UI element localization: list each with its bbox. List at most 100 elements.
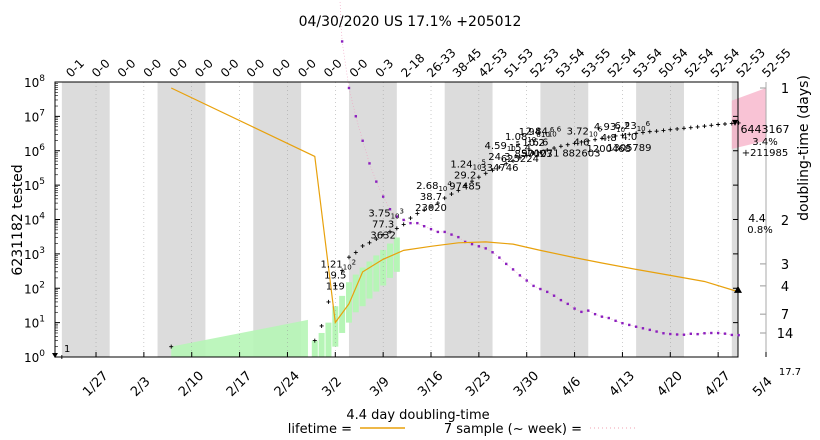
tested-point (483, 171, 488, 176)
seven-point (682, 333, 686, 336)
doubling-pct: 0.8% (747, 225, 772, 236)
tested-point (490, 168, 495, 173)
seven-point (470, 242, 474, 246)
seven-point (703, 332, 706, 335)
annotation-pct: 19.5 (324, 271, 346, 282)
tested-point (654, 129, 659, 134)
x-tick-label: 3/16 (415, 369, 446, 400)
tested-point (593, 137, 598, 142)
annotation-pct: 38.7 (420, 192, 442, 203)
tested-point (634, 131, 639, 136)
seven-point (368, 162, 371, 165)
top-label: 0-0 (244, 56, 268, 80)
seven-point (607, 316, 610, 320)
tested-point (579, 139, 584, 144)
y-tick-exp: 5 (39, 177, 45, 187)
right-delta: +211985 (742, 148, 789, 159)
tested-point (681, 126, 686, 131)
annotation-value: 23020 (415, 203, 447, 214)
positive-band (318, 332, 325, 357)
top-label: 0-0 (89, 56, 113, 80)
seven-point (375, 180, 378, 183)
tested-point (456, 188, 461, 193)
y-tick-label: 104 (24, 212, 45, 228)
annotations: 1.2110219.51193.7510377.336322.6810438.7… (320, 120, 651, 293)
y2-tick-label: 3 (781, 258, 789, 273)
x-tick-label: 1/27 (80, 369, 111, 400)
legend-seven-label: 7 sample (~ week) = (444, 422, 582, 437)
legend-header: 4.4 day doubling-time (346, 408, 489, 423)
seven-point (737, 333, 740, 337)
top-label: 0-0 (192, 56, 216, 80)
tested-series (52, 119, 741, 359)
tested-point (545, 148, 550, 153)
annotation-value: 97485 (449, 182, 481, 193)
annotation-exp: 10 (473, 164, 482, 172)
top-label: 52-55 (759, 46, 794, 81)
top-label: 2-18 (398, 51, 427, 80)
left-marker (52, 353, 58, 358)
annotation-sup: 6 (625, 121, 630, 129)
top-label: 0-0 (347, 56, 371, 80)
seven-point (539, 287, 542, 291)
annotation-value: 1200468 (586, 144, 631, 155)
annotation-exp: 10 (438, 185, 447, 193)
y-tick-exp: 2 (39, 280, 45, 290)
seven-point (477, 245, 481, 248)
tested-point (552, 146, 557, 151)
seven-point (675, 333, 679, 336)
positive-band (393, 237, 400, 272)
legend-lifetime-label: lifetime = (288, 422, 352, 437)
seven-point (730, 333, 734, 337)
top-label: 0-3 (373, 56, 397, 80)
seven-point (429, 227, 433, 231)
seven-point (402, 218, 405, 222)
positive-band (325, 322, 332, 357)
tested-point (565, 142, 570, 147)
right-total: 6443167 (741, 123, 790, 136)
y-tick-exp: 7 (39, 108, 45, 118)
seven-point (463, 240, 467, 244)
tested-point (586, 138, 591, 143)
lifetime-series (170, 87, 742, 325)
annotation-value: 857023 (514, 149, 552, 160)
seven-point (566, 302, 569, 306)
positive-band (386, 243, 393, 278)
seven-point (587, 309, 590, 312)
tested-point (729, 121, 734, 126)
x-tick-label: 3/23 (463, 369, 494, 400)
tested-point (613, 133, 618, 138)
tested-end-marker (732, 119, 738, 126)
shade-week (61, 82, 110, 357)
doubling-annotation: 4.4 0.8% (747, 212, 772, 236)
tested-point (661, 128, 666, 133)
tested-point (702, 124, 707, 129)
tested-point (381, 232, 386, 237)
doubling-days: 4.4 (748, 212, 766, 225)
annotation-value: 1305789 (607, 143, 652, 154)
tested-point (599, 136, 604, 141)
y2-tick-label: 4 (781, 280, 789, 295)
y-tick-label: 102 (24, 280, 45, 296)
tested-point (429, 205, 434, 210)
top-label: 0-0 (115, 56, 139, 80)
tested-point (688, 125, 693, 130)
top-label: 0-1 (63, 56, 87, 80)
seven-point (388, 208, 392, 211)
tested-point (59, 355, 64, 359)
tested-point (497, 165, 502, 170)
x-tick-label: 4/27 (702, 369, 733, 400)
tested-point (374, 237, 379, 242)
seven-point (511, 268, 515, 271)
annotation-pct: 4.6 (573, 138, 589, 149)
annotation-exp: 10 (527, 136, 536, 144)
tested-point (442, 196, 447, 201)
seven-point (505, 262, 508, 266)
y-tick-exp: 4 (39, 212, 45, 222)
tested-point (675, 126, 680, 131)
annotation-pct: 15.4 (509, 143, 531, 154)
seven-point (409, 221, 412, 225)
lifetime-end-marker (734, 285, 742, 293)
annotation-pct: 10.2 (522, 138, 544, 149)
